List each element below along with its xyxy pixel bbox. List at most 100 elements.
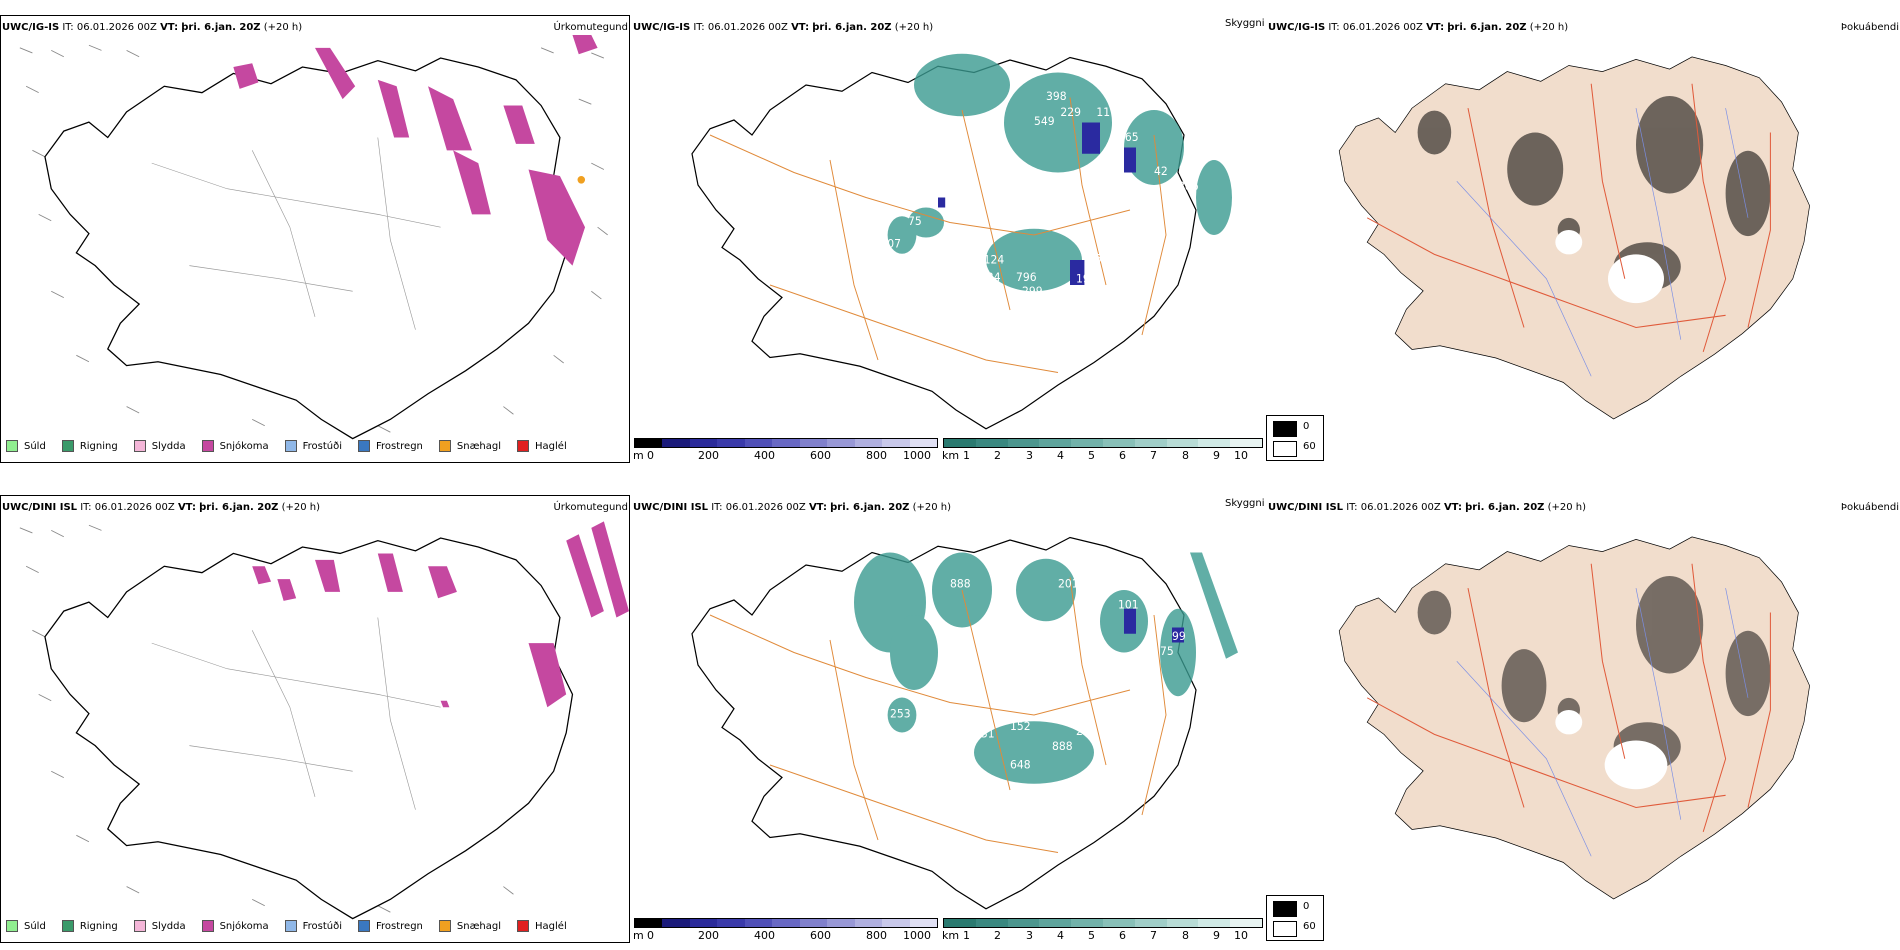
legend-label: Frostregn: [376, 920, 423, 932]
legend-swatch: [284, 920, 297, 932]
legend-item: Haglél: [517, 920, 567, 932]
legend-swatch: [438, 440, 451, 452]
vt-label: VT:: [1426, 22, 1445, 33]
ceiling-tick: 400: [754, 449, 775, 462]
visibility-bar: [943, 438, 1263, 448]
model-label: UWC/DINI ISL: [2, 502, 78, 513]
cloud-value: 11: [1096, 106, 1110, 119]
ceiling-tick: 200: [698, 929, 719, 942]
ceiling-tick: 400: [754, 929, 775, 942]
ceiling-tick: 1000: [903, 929, 931, 942]
cloud-value: 648: [1010, 759, 1031, 772]
precip-map-2: [19, 521, 629, 920]
fog-swatch: [1273, 421, 1297, 437]
header-fog-2: UWC/DINI ISL IT: 06.01.2026 00Z VT: þri.…: [1268, 502, 1586, 514]
legend-label: Haglél: [535, 920, 567, 932]
header-fog-1: UWC/IG-IS IT: 06.01.2026 00Z VT: þri. 6.…: [1268, 22, 1568, 34]
title-cloud-2: Skyggni: [1225, 498, 1265, 509]
vt-value: þri. 6.jan. 20Z: [1447, 22, 1527, 33]
legend-label: Haglél: [535, 440, 567, 452]
legend-item: Slydda: [133, 440, 186, 452]
legend-item: Snjókoma: [201, 440, 269, 452]
lead-time: (+20 h): [1547, 502, 1587, 513]
precip-legend-2: Súld Rigning Slydda Snjókoma Frostúði Fr…: [6, 920, 567, 932]
cloud-value: 101: [1118, 599, 1139, 612]
it-label: IT:: [1346, 502, 1358, 513]
legend-item: Súld: [6, 440, 46, 452]
vis-tick: 3: [1026, 449, 1033, 462]
visibility-colorbar-2: km 1 2 3 4 5 6 7 8 9 10: [942, 918, 1263, 944]
ceiling-tick: 600: [810, 449, 831, 462]
vis-tick: 5: [1088, 449, 1095, 462]
vis-tick: 8: [1182, 449, 1189, 462]
it-label: IT:: [693, 22, 705, 33]
ceiling-tick: 800: [866, 929, 887, 942]
cloud-value: 75: [1160, 645, 1174, 658]
cloud-value: 265: [1118, 131, 1139, 144]
vis-tick: 4: [1057, 929, 1064, 942]
it-label: IT:: [711, 502, 723, 513]
cloud-value: 199: [1076, 272, 1097, 285]
ceiling-unit: m: [633, 929, 644, 942]
precip-legend-1: Súld Rigning Slydda Snjókoma Frostúði Fr…: [6, 440, 567, 452]
cloud-value: 796: [1016, 271, 1037, 284]
title-fog-1: Þokuábendi: [1840, 22, 1899, 33]
cloud-value: 201: [1058, 577, 1079, 590]
cloud-value: 224: [980, 271, 1001, 284]
legend-item: Frostúði: [284, 920, 342, 932]
legend-label: Frostúði: [302, 920, 342, 932]
vt-value: þri. 6.jan. 20Z: [1465, 502, 1545, 513]
legend-swatch: [517, 920, 530, 932]
header-precip-1: UWC/IG-IS IT: 06.01.2026 00Z VT: þri. 6.…: [2, 22, 302, 34]
legend-item: Rigning: [61, 440, 118, 452]
cloud-value: 99: [1172, 630, 1186, 643]
ceiling-bar: [634, 918, 938, 928]
it-label: IT:: [62, 22, 74, 33]
cloud-map-2: 201 353 888 101 99 75 253 331 152 888 22…: [691, 536, 1238, 910]
legend-swatch: [133, 440, 146, 452]
legend-label: Frostúði: [302, 440, 342, 452]
fog-label: 60: [1303, 441, 1316, 452]
vt-label: VT:: [177, 502, 196, 513]
title-fog-2: Þokuábendi: [1840, 502, 1899, 513]
cloud-value: 405: [1088, 160, 1109, 173]
model-label: UWC/IG-IS: [2, 22, 60, 33]
cloud-value: 229: [1060, 106, 1081, 119]
it-value: 06.01.2026 00Z: [76, 22, 157, 33]
fog-map-1: [1338, 56, 1811, 420]
visibility-bar: [943, 918, 1263, 928]
visibility-colorbar-1: km 1 2 3 4 5 6 7 8 9 10: [942, 438, 1263, 464]
it-value: 06.01.2026 00Z: [1342, 22, 1423, 33]
legend-item: Snjókoma: [201, 920, 269, 932]
precip-map-1: [19, 35, 608, 440]
vis-tick: 5: [1088, 929, 1095, 942]
it-label: IT:: [1328, 22, 1340, 33]
ceiling-tick: 1000: [903, 449, 931, 462]
legend-label: Snæhagl: [456, 440, 502, 452]
legend-item: Frostúði: [284, 440, 342, 452]
it-value: 06.01.2026 00Z: [1360, 502, 1441, 513]
cloud-value: 398: [1046, 90, 1067, 103]
legend-swatch: [517, 440, 530, 452]
vis-tick: 9: [1213, 929, 1220, 942]
vt-value: þri. 6.jan. 20Z: [812, 22, 892, 33]
ceiling-tick: 0: [647, 929, 654, 942]
ceiling-bar: [634, 438, 938, 448]
legend-label: Frostregn: [376, 440, 423, 452]
title-precip-1: Úrkomutegund: [553, 22, 628, 33]
vis-tick: 7: [1150, 929, 1157, 942]
vt-label: VT:: [160, 22, 179, 33]
lead-time: (+20 h): [912, 502, 952, 513]
legend-item: Snæhagl: [438, 440, 502, 452]
it-value: 06.01.2026 00Z: [707, 22, 788, 33]
fog-swatch: [1273, 441, 1297, 457]
model-label: UWC/DINI ISL: [1268, 502, 1344, 513]
legend-swatch: [438, 920, 451, 932]
cloud-value: 42: [1154, 165, 1168, 178]
vis-unit: km: [942, 929, 960, 942]
it-value: 06.01.2026 00Z: [725, 502, 806, 513]
legend-label: Rigning: [79, 920, 118, 932]
legend-swatch: [6, 920, 18, 932]
cloud-value: 886: [1178, 180, 1199, 193]
legend-label: Slydda: [151, 920, 186, 932]
